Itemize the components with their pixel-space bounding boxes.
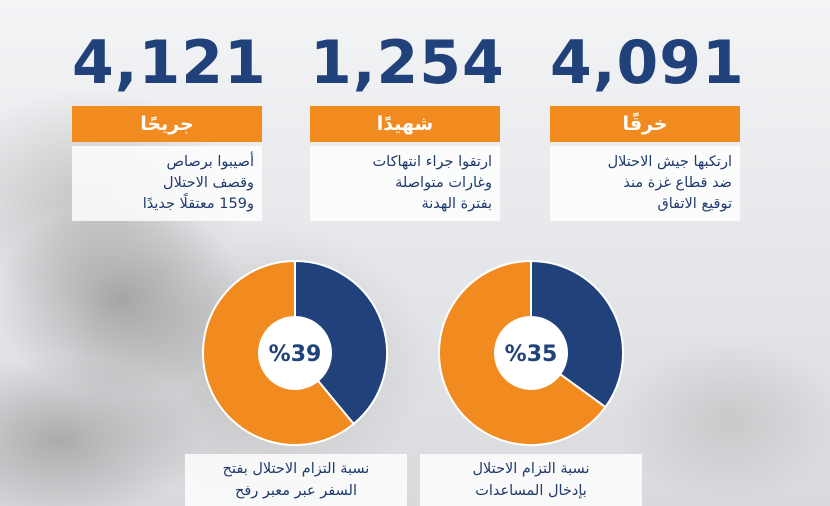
stat-description: ارتقوا جراء انتهاكات وغارات متواصلة بفتر… <box>310 146 500 221</box>
stat-label: جريحًا <box>72 106 262 142</box>
stat-number: 4,121 <box>72 28 267 98</box>
desc-line: ارتقوا جراء انتهاكات <box>372 154 492 170</box>
stat-number: 1,254 <box>310 28 505 98</box>
donut-center-label: %39 <box>269 342 322 367</box>
stat-label: خرقًا <box>550 106 740 142</box>
stat-description: ارتكبها جيش الاحتلال ضد قطاع غزة منذ توق… <box>550 146 740 221</box>
donut-chart-rafah: %39 <box>202 259 388 446</box>
stat-number: 4,091 <box>550 28 745 98</box>
caption-line: السفر عبر معبر رفح <box>234 483 357 499</box>
caption-line: نسبة التزام الاحتلال بفتح <box>222 461 370 477</box>
desc-line: أصيبوا برصاص <box>166 154 254 170</box>
desc-line: وقصف الاحتلال <box>163 175 254 191</box>
slice-compliance <box>530 259 624 409</box>
desc-line: توقيع الاتفاق <box>657 196 733 212</box>
donut-hole <box>495 317 567 389</box>
desc-line: وغارات متواصلة <box>395 175 492 191</box>
desc-line: و159 معتقلًا جديدًا <box>142 196 254 212</box>
donut-hole <box>259 317 331 389</box>
donut-chart-aid: %35 <box>438 259 624 446</box>
desc-line: ضد قطاع غزة منذ <box>623 175 732 191</box>
desc-line: بفترة الهدنة <box>421 196 492 212</box>
stat-violations: 4,091 خرقًا ارتكبها جيش الاحتلال ضد قطاع… <box>550 28 745 221</box>
caption-line: نسبة التزام الاحتلال <box>472 461 590 477</box>
stat-injured: 4,121 جريحًا أصيبوا برصاص وقصف الاحتلال … <box>72 28 267 221</box>
stat-description: أصيبوا برصاص وقصف الاحتلال و159 معتقلًا … <box>72 146 262 221</box>
caption-line: بإدخال المساعدات <box>475 483 587 499</box>
stat-martyrs: 1,254 شهيدًا ارتقوا جراء انتهاكات وغارات… <box>310 28 505 221</box>
desc-line: ارتكبها جيش الاحتلال <box>607 154 732 170</box>
donut-caption-rafah: نسبة التزام الاحتلال بفتح السفر عبر معبر… <box>185 454 407 506</box>
donut-caption-aid: نسبة التزام الاحتلال بإدخال المساعدات <box>420 454 642 506</box>
donut-center-label: %35 <box>505 342 558 367</box>
stat-label: شهيدًا <box>310 106 500 142</box>
